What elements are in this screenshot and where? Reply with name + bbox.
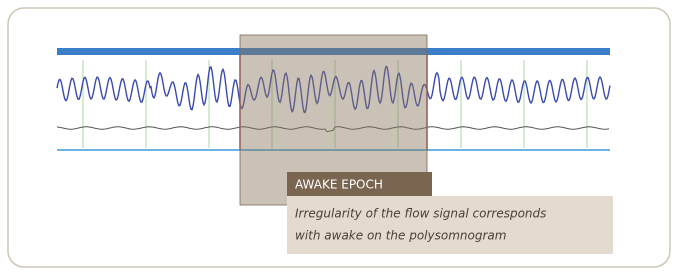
figure: AWAKE EPOCH Irregularity of the flow sig… (0, 0, 679, 274)
callout-body (287, 196, 613, 254)
callout-title: AWAKE EPOCH (295, 178, 383, 192)
callout-text: Irregularity of the flow signal correspo… (295, 207, 546, 221)
callout-text: with awake on the polysomnogram (295, 229, 506, 243)
